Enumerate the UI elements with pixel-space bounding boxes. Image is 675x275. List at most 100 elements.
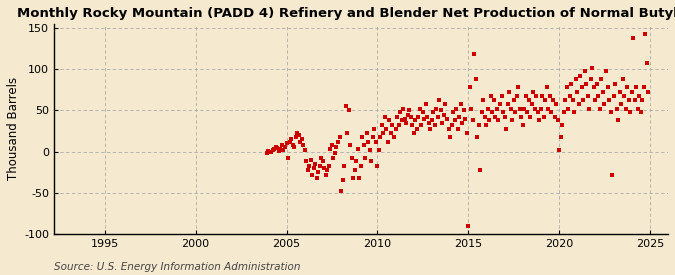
Point	[435, 108, 446, 112]
Point	[439, 112, 450, 117]
Point	[457, 120, 468, 125]
Point	[477, 110, 487, 114]
Point	[265, 149, 275, 154]
Point	[349, 167, 360, 172]
Point	[310, 162, 321, 166]
Point	[405, 115, 416, 119]
Point	[401, 120, 412, 125]
Point	[263, 148, 274, 153]
Point	[540, 98, 551, 103]
Point	[431, 106, 442, 111]
Point	[269, 147, 280, 151]
Point	[321, 172, 331, 177]
Point	[317, 159, 328, 164]
Point	[605, 110, 616, 114]
Point	[278, 148, 289, 152]
Point	[520, 93, 531, 98]
Point	[596, 77, 607, 81]
Point	[469, 52, 480, 57]
Y-axis label: Thousand Barrels: Thousand Barrels	[7, 77, 20, 180]
Point	[440, 101, 451, 106]
Point	[491, 106, 502, 111]
Point	[360, 156, 371, 160]
Point	[454, 115, 464, 119]
Point	[578, 98, 589, 103]
Point	[637, 98, 648, 103]
Point	[313, 170, 324, 174]
Point	[414, 106, 425, 111]
Point	[322, 167, 333, 172]
Point	[328, 156, 339, 160]
Point	[333, 139, 344, 144]
Point	[572, 90, 583, 94]
Point	[449, 118, 460, 122]
Point	[434, 98, 445, 103]
Point	[561, 85, 572, 90]
Point	[299, 148, 310, 152]
Point	[473, 123, 484, 127]
Point	[496, 93, 507, 98]
Point	[460, 116, 470, 121]
Point	[296, 137, 307, 141]
Point	[413, 115, 424, 119]
Point	[587, 65, 598, 70]
Point	[531, 93, 542, 98]
Point	[335, 189, 346, 193]
Point	[519, 106, 530, 111]
Point	[337, 178, 348, 183]
Point	[539, 115, 549, 119]
Point	[597, 90, 608, 94]
Point	[417, 110, 428, 114]
Point	[283, 156, 294, 160]
Point	[329, 151, 340, 155]
Point	[560, 98, 570, 103]
Point	[607, 172, 618, 177]
Point	[516, 115, 526, 119]
Point	[358, 143, 369, 147]
Point	[620, 106, 631, 111]
Point	[271, 145, 281, 150]
Point	[625, 110, 636, 114]
Point	[441, 116, 452, 121]
Point	[396, 118, 407, 122]
Point	[617, 77, 628, 81]
Point	[319, 166, 330, 170]
Point	[363, 139, 374, 144]
Point	[383, 139, 394, 144]
Point	[613, 118, 624, 122]
Point	[361, 131, 372, 136]
Point	[628, 36, 639, 40]
Point	[591, 82, 602, 86]
Point	[505, 106, 516, 111]
Text: Source: U.S. Energy Information Administration: Source: U.S. Energy Information Administ…	[54, 262, 300, 272]
Point	[267, 148, 278, 152]
Point	[499, 115, 510, 119]
Point	[489, 98, 500, 103]
Point	[546, 110, 557, 114]
Point	[619, 93, 630, 98]
Point	[316, 156, 327, 160]
Point	[425, 126, 436, 131]
Point	[352, 147, 363, 151]
Point	[275, 147, 286, 151]
Point	[495, 101, 506, 106]
Point	[428, 110, 439, 114]
Point	[437, 120, 448, 125]
Point	[564, 93, 575, 98]
Point	[479, 115, 490, 119]
Point	[367, 134, 378, 139]
Point	[570, 77, 581, 81]
Point	[421, 101, 431, 106]
Point	[528, 90, 539, 94]
Point	[377, 123, 387, 127]
Point	[304, 164, 315, 169]
Point	[266, 150, 277, 155]
Point	[389, 134, 400, 139]
Point	[472, 134, 483, 139]
Point	[599, 101, 610, 106]
Point	[446, 123, 457, 127]
Point	[510, 110, 520, 114]
Point	[286, 137, 296, 141]
Point	[584, 106, 595, 111]
Point	[261, 151, 272, 155]
